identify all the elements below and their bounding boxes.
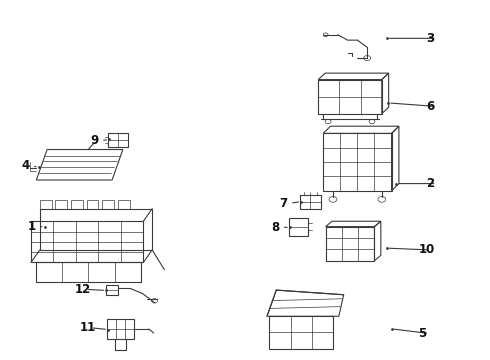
Text: 8: 8 bbox=[271, 221, 279, 234]
Text: 2: 2 bbox=[426, 177, 434, 190]
Text: 7: 7 bbox=[279, 197, 287, 210]
Bar bbox=[87, 200, 98, 209]
Bar bbox=[55, 200, 67, 209]
Text: 10: 10 bbox=[419, 243, 435, 256]
Text: 3: 3 bbox=[426, 32, 434, 45]
Bar bbox=[36, 262, 141, 282]
Text: 11: 11 bbox=[80, 321, 96, 334]
Bar bbox=[102, 200, 114, 209]
Bar bbox=[107, 319, 134, 339]
Bar bbox=[31, 221, 144, 262]
Bar bbox=[323, 134, 392, 191]
Bar bbox=[289, 218, 308, 235]
Bar bbox=[71, 200, 83, 209]
Bar bbox=[270, 316, 333, 348]
Text: 5: 5 bbox=[418, 327, 427, 340]
Bar bbox=[326, 226, 374, 261]
Text: 12: 12 bbox=[75, 283, 91, 296]
Bar bbox=[40, 200, 51, 209]
Bar bbox=[118, 200, 130, 209]
Bar bbox=[106, 285, 118, 296]
Text: 9: 9 bbox=[90, 134, 98, 147]
Bar bbox=[300, 195, 321, 209]
Text: 1: 1 bbox=[27, 220, 36, 233]
Bar bbox=[318, 80, 382, 114]
Text: 6: 6 bbox=[426, 100, 434, 113]
Text: 4: 4 bbox=[21, 159, 29, 172]
Bar bbox=[108, 133, 128, 147]
